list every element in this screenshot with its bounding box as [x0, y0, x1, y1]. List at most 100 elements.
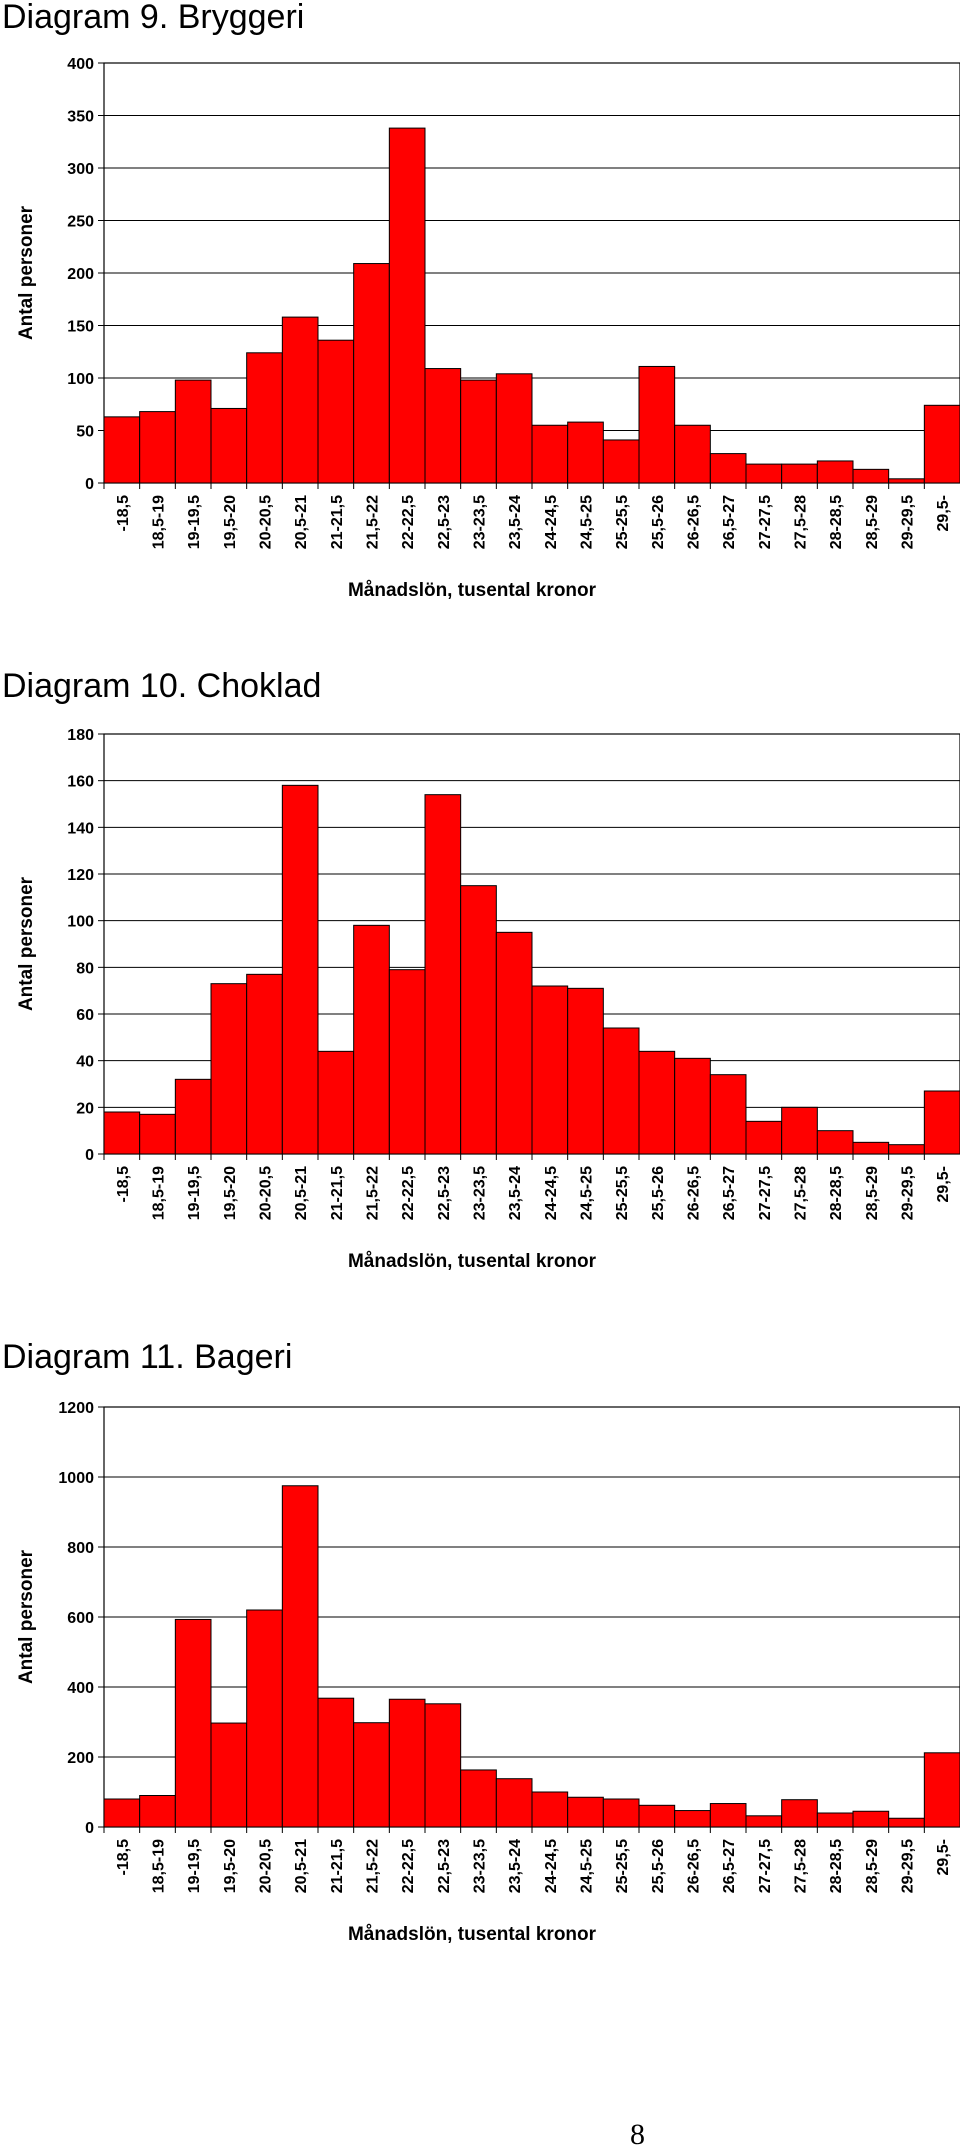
bar: [210, 983, 248, 1155]
bar: [388, 969, 426, 1155]
y-tick-label: 1200: [58, 1400, 94, 1417]
bar: [103, 1111, 141, 1155]
y-axis-label: Antal personer: [16, 205, 37, 340]
x-tick-label: 23,5-24: [507, 1166, 524, 1220]
bar: [460, 1769, 497, 1828]
bar: [567, 987, 604, 1155]
x-tick-label: 24,5-25: [579, 1839, 596, 1893]
bar: [567, 1796, 604, 1828]
x-tick-label: 19-19,5: [186, 1839, 203, 1893]
x-tick-label: 26,5-27: [721, 1839, 738, 1893]
x-tick-label: 28,5-29: [864, 1839, 881, 1893]
bar: [602, 439, 640, 484]
bar: [638, 1050, 676, 1155]
bar: [353, 263, 390, 484]
y-tick-label: 250: [67, 214, 94, 231]
x-tick-label: 25,5-26: [650, 495, 667, 549]
x-tick-label: 29-29,5: [900, 1839, 917, 1893]
chart-title: Diagram 9. Bryggeri: [2, 0, 305, 36]
bar-chart-bryggeri: 0 50 100 150 200 250 300 350 400 -18,5 18,5-19 19-1…: [16, 56, 960, 601]
y-tick-label: 350: [67, 109, 94, 126]
x-tick-label: 26-26,5: [686, 1166, 703, 1220]
bar: [246, 1609, 283, 1828]
x-axis-label: Månadslön, tusental kronor: [348, 1924, 597, 1945]
x-tick-label: 18,5-19: [151, 1166, 168, 1220]
bar: [353, 1722, 390, 1828]
chart-block-bageri: Diagram 11. Bageri 0 200 400 600 800 1000 1200…: [2, 1338, 960, 1945]
y-tick-label: 200: [67, 1750, 94, 1767]
y-tick-label: 1000: [58, 1470, 94, 1487]
y-tick-label: 60: [76, 1007, 94, 1024]
bar: [424, 794, 462, 1155]
bar: [460, 885, 497, 1155]
bar: [709, 1074, 747, 1155]
x-tick-label: 25,5-26: [650, 1166, 667, 1220]
bar: [709, 1803, 747, 1828]
x-tick-label: 29,5-: [935, 1166, 952, 1202]
bar: [852, 468, 890, 484]
bar-chart-choklad: 0 20 40 60 80 100 120 140 160 180 -18,5 18,5-19 19-1…: [16, 727, 960, 1272]
chart-block-bryggeri: Diagram 9. Bryggeri 0 50 100 150 200 250 300 35…: [0, 0, 960, 620]
x-tick-label: 29,5-: [935, 495, 952, 531]
bar: [246, 973, 283, 1155]
y-tick-label: 120: [67, 867, 94, 884]
bar: [281, 784, 319, 1155]
x-tick-label: 24-24,5: [543, 495, 560, 549]
x-tick-label: 28,5-29: [864, 1166, 881, 1220]
bar: [424, 368, 462, 484]
x-tick-label: 27-27,5: [757, 1166, 774, 1220]
x-tick-label: 28-28,5: [828, 1166, 845, 1220]
x-tick-label: 21-21,5: [329, 1839, 346, 1893]
bar: [281, 1485, 319, 1828]
bar: [602, 1798, 640, 1828]
bar: [531, 424, 569, 484]
x-tick-label: 22,5-23: [436, 1839, 453, 1893]
x-tick-label: 21,5-22: [365, 1166, 382, 1220]
x-tick-label: 22,5-23: [436, 1166, 453, 1220]
y-tick-label: 150: [67, 319, 94, 336]
bar: [103, 1798, 141, 1828]
chart-block-choklad: Diagram 10. Choklad 0 20 40 60 80 100 120 140 16…: [2, 667, 960, 1272]
x-tick-label: 26,5-27: [721, 1166, 738, 1220]
x-tick-label: 27,5-28: [793, 1166, 810, 1220]
bar: [888, 1817, 925, 1828]
x-tick-label: 20-20,5: [258, 1839, 275, 1893]
x-tick-label: 25,5-26: [650, 1839, 667, 1893]
bar: [745, 1815, 783, 1828]
x-tick-label: 23-23,5: [472, 1839, 489, 1893]
x-tick-label: 20-20,5: [258, 495, 275, 549]
bar: [317, 1050, 355, 1155]
y-tick-label: 0: [85, 1820, 94, 1837]
x-tick-label: 23-23,5: [472, 495, 489, 549]
bar: [139, 411, 176, 484]
x-tick-label: 21,5-22: [365, 495, 382, 549]
bar: [638, 365, 676, 484]
bar: [139, 1795, 176, 1828]
x-tick-label: 18,5-19: [151, 1839, 168, 1893]
x-tick-label: 23,5-24: [507, 1839, 524, 1893]
x-tick-label: 18,5-19: [151, 495, 168, 549]
bar: [781, 1799, 818, 1828]
x-tick-label: 26-26,5: [686, 495, 703, 549]
chart-title: Diagram 10. Choklad: [2, 667, 322, 705]
bar: [353, 924, 390, 1155]
x-tick-label: 27,5-28: [793, 495, 810, 549]
bar: [246, 352, 283, 484]
bar-chart-bageri: 0 200 400 600 800 1000 1200 -18,5 18,5-19 19-19,5…: [16, 1400, 960, 1945]
y-tick-label: 40: [76, 1054, 94, 1071]
x-tick-label: 28,5-29: [864, 495, 881, 549]
y-tick-label: 400: [67, 1680, 94, 1697]
x-tick-label: 25-25,5: [614, 495, 631, 549]
bar: [317, 1697, 355, 1828]
y-tick-label: 100: [67, 371, 94, 388]
bar: [210, 1722, 248, 1828]
x-tick-label: 28-28,5: [828, 495, 845, 549]
bar: [317, 339, 355, 484]
x-tick-label: 23,5-24: [507, 495, 524, 549]
x-tick-label: 19,5-20: [222, 1839, 239, 1893]
x-tick-label: 24-24,5: [543, 1839, 560, 1893]
y-axis-label: Antal personer: [16, 876, 37, 1011]
x-tick-label: 26,5-27: [721, 495, 738, 549]
x-tick-label: 21,5-22: [365, 1839, 382, 1893]
page-number: 8: [630, 2118, 645, 2151]
